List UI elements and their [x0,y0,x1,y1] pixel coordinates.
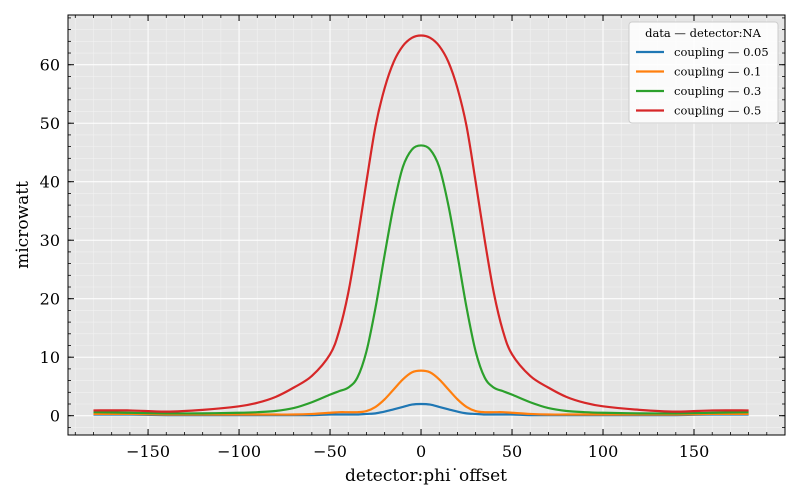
legend-box [628,21,779,124]
legend-entries: coupling — 0.05 coupling — 0.1 coupling — … [636,45,769,118]
x-tick-label: −50 [313,442,347,461]
legend-label: coupling — 0.05 [674,45,769,59]
legend-label: coupling — 0.1 [674,65,761,79]
plot-frame [67,14,786,436]
legend-label: coupling — 0.5 [674,104,761,118]
legend-title: data — detector:NA [645,26,762,40]
x-tick-label: 0 [416,442,426,461]
y-tick-label: 40 [40,173,60,192]
y-axis-title: microwatt [13,181,33,269]
y-tick-label: 60 [40,56,60,75]
axis-ticks [68,15,786,435]
x-tick-label: −100 [217,442,261,461]
series-line-3 [93,144,749,415]
x-tick-label: −150 [126,442,170,461]
legend-label: coupling — 0.3 [674,84,761,98]
y-tick-label: 30 [40,231,60,250]
x-tick-label: 50 [502,442,522,461]
tick-labels: −150 −100 −50 0 50 100 150 0 10 20 30 40 50 60 [40,56,710,461]
x-tick-label: 150 [679,442,710,461]
legend: data — detector:NA coupling — 0.05coupli… [628,21,779,124]
y-tick-label: 0 [50,407,60,426]
x-axis-title: detector:phi˙offset [345,466,507,486]
series-layer [93,34,749,417]
y-tick-label: 20 [40,290,60,309]
series-line-2 [93,369,749,416]
x-tick-label: 100 [588,442,619,461]
y-tick-label: 10 [40,348,60,367]
y-tick-label: 50 [40,114,60,133]
series-line-4 [93,34,749,413]
